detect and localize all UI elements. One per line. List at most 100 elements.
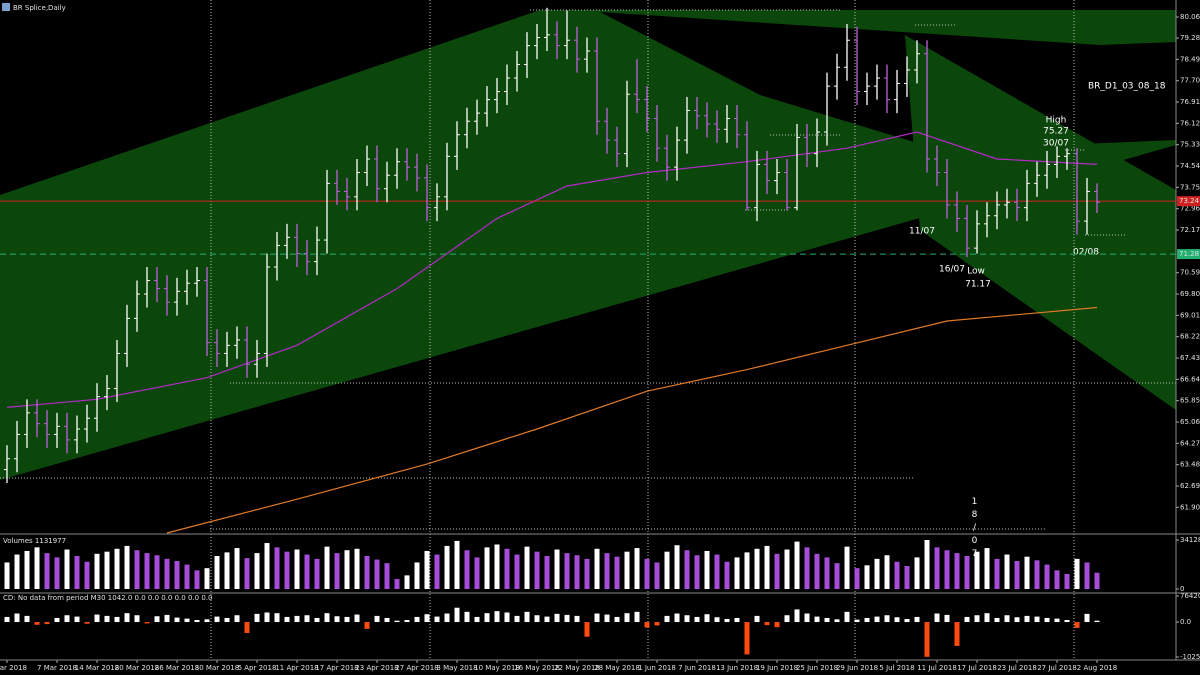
x-tick-label: 28 May 2018 <box>594 664 640 672</box>
bar <box>614 616 620 623</box>
bar <box>264 612 270 623</box>
bar <box>664 551 670 589</box>
bar <box>564 614 570 623</box>
bar <box>694 555 700 589</box>
bar <box>674 613 680 623</box>
bar <box>894 561 900 589</box>
annotation: High <box>1046 116 1067 126</box>
bar <box>1034 616 1040 623</box>
bar <box>964 555 970 589</box>
bar <box>514 615 520 623</box>
bar <box>744 552 750 589</box>
bar <box>1064 573 1070 589</box>
x-tick-label: 27 Apr 2018 <box>395 664 438 672</box>
price-tag-label: 73.24 <box>1179 197 1200 205</box>
bar <box>644 622 650 628</box>
bar <box>474 557 480 589</box>
y-tick-label: 69.80 <box>1180 290 1200 298</box>
bar <box>124 545 130 589</box>
bar <box>594 548 600 589</box>
bar <box>614 556 620 589</box>
bar <box>64 615 70 623</box>
y-tick-label: 74.54 <box>1180 162 1200 170</box>
bar <box>534 615 540 623</box>
x-tick-label: 27 Jul 2018 <box>1037 664 1077 672</box>
bar <box>384 563 390 589</box>
bar <box>634 611 640 623</box>
bar <box>864 617 870 623</box>
x-tick-label: 23 Apr 2018 <box>355 664 398 672</box>
period-separators <box>210 0 1075 660</box>
bar <box>604 614 610 623</box>
y-tick-label: 63.48 <box>1180 461 1200 469</box>
bar <box>894 617 900 623</box>
x-tick-label: 26 Mar 2018 <box>155 664 199 672</box>
y-tick-label: 65.06 <box>1180 418 1200 426</box>
bar <box>294 615 300 623</box>
bar <box>224 617 230 623</box>
bar <box>684 615 690 623</box>
bar <box>994 558 1000 589</box>
bar <box>884 555 890 589</box>
y-tick-label: -1025737 <box>1180 653 1200 661</box>
x-tick-label: 3 May 2018 <box>436 664 477 672</box>
x-tick-label: 25 Jun 2018 <box>796 664 838 672</box>
bar <box>1004 554 1010 589</box>
bar <box>684 550 690 589</box>
bar <box>204 619 210 623</box>
bar <box>824 557 830 589</box>
bar <box>784 615 790 623</box>
bar <box>294 549 300 589</box>
bar <box>354 548 360 589</box>
bar <box>424 614 430 623</box>
bar <box>24 550 30 589</box>
bar <box>214 555 220 589</box>
bar <box>624 613 630 623</box>
bar <box>24 615 30 623</box>
x-tick-label: 16 May 2018 <box>514 664 560 672</box>
bar <box>474 616 480 623</box>
bar <box>984 548 990 589</box>
bar <box>94 614 100 623</box>
bar <box>844 546 850 589</box>
bar <box>1024 556 1030 589</box>
bar <box>1054 618 1060 623</box>
bar <box>454 607 460 623</box>
bar <box>934 613 940 623</box>
bar <box>54 617 60 623</box>
x-tick-label: 23 Jul 2018 <box>997 664 1037 672</box>
bar <box>184 564 190 589</box>
y-tick-label: 72.17 <box>1180 226 1200 234</box>
bar <box>824 617 830 623</box>
annotation: 75.27 <box>1043 127 1069 137</box>
price-tag-label: 71.28 <box>1179 250 1199 258</box>
bar <box>1004 615 1010 623</box>
bar <box>704 614 710 623</box>
y-tick-label: 0.0 <box>1180 618 1191 626</box>
panel-title: Volumes 1131977 <box>3 537 66 545</box>
bar <box>14 613 20 623</box>
channel-fill <box>905 35 1176 410</box>
moving-average <box>166 306 1098 534</box>
price-tag <box>1177 196 1200 207</box>
annotation: Low <box>967 267 985 277</box>
bar <box>284 551 290 589</box>
bar <box>504 612 510 623</box>
bar <box>544 616 550 623</box>
x-tick-label: 29 Jun 2018 <box>836 664 878 672</box>
price-tag <box>1177 249 1200 260</box>
bar <box>454 540 460 589</box>
bar <box>34 622 40 625</box>
bar <box>34 547 40 589</box>
bar <box>304 615 310 623</box>
bar <box>164 614 170 623</box>
y-tick-label: 73.75 <box>1180 183 1200 191</box>
bar <box>1054 570 1060 589</box>
bar <box>554 549 560 589</box>
bar <box>314 617 320 623</box>
bar <box>434 616 440 623</box>
bar <box>644 558 650 589</box>
bar <box>44 553 50 589</box>
bar <box>314 558 320 589</box>
bar <box>954 622 960 646</box>
